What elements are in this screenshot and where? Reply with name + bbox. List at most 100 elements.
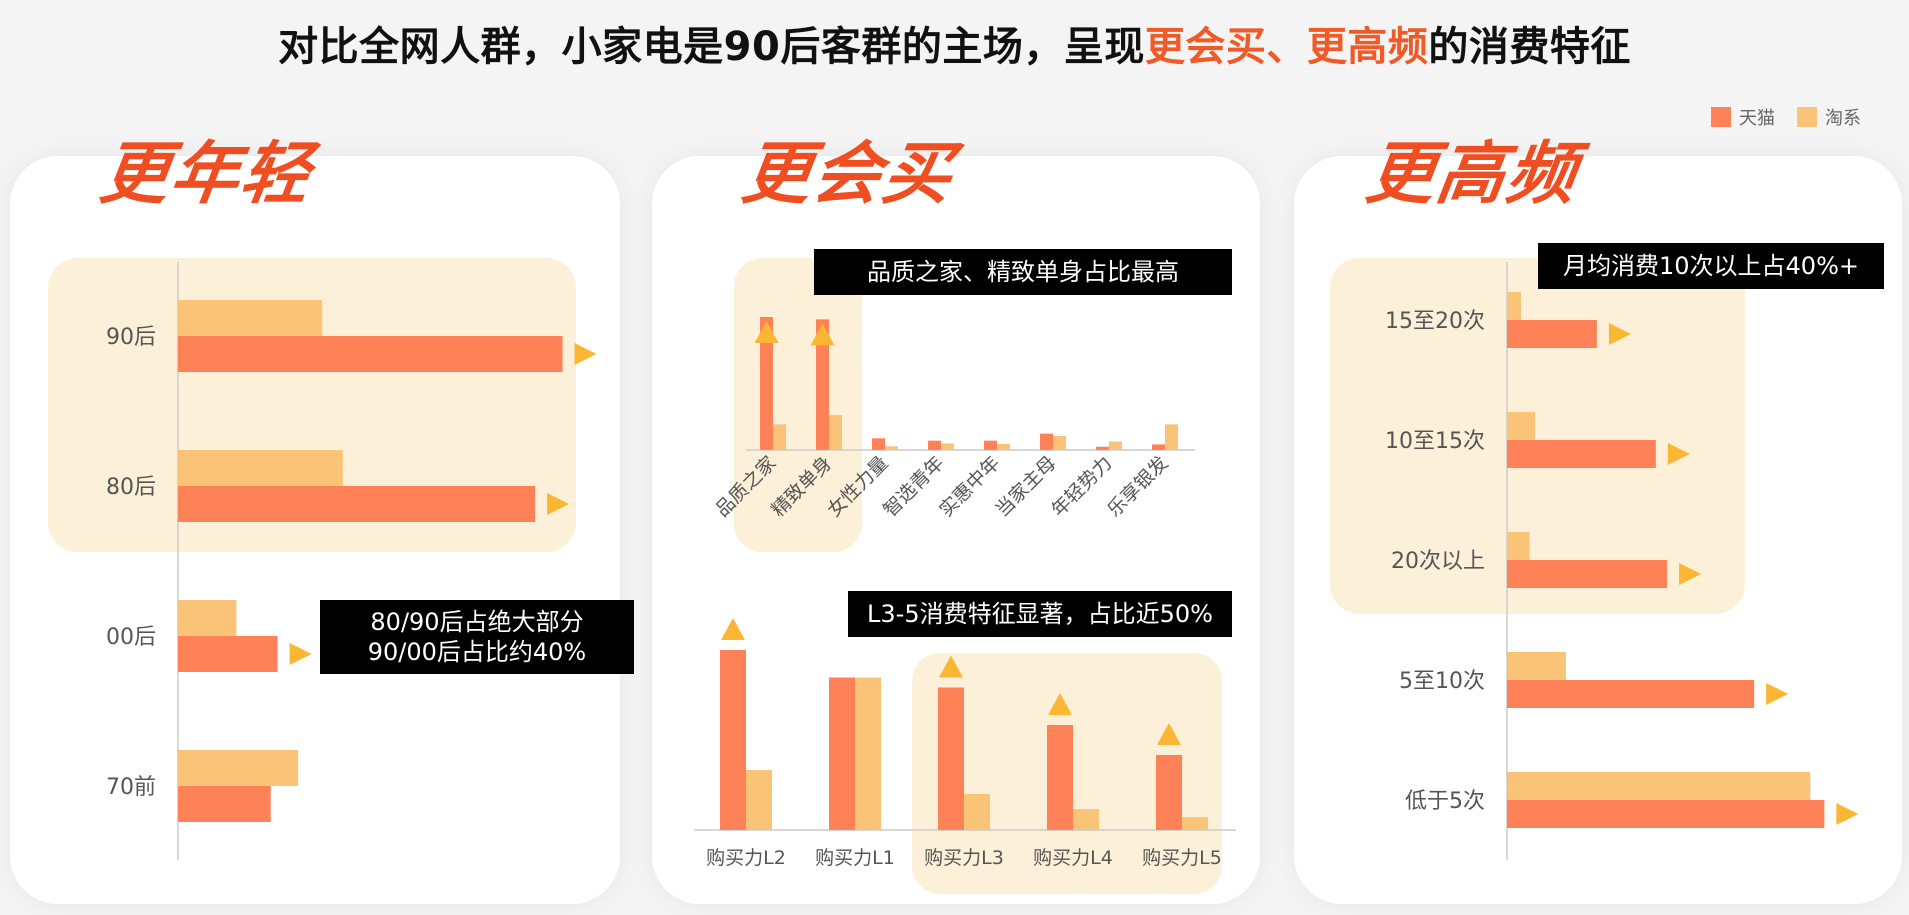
age-chart-bar-taoxi-item-2 — [178, 600, 237, 636]
frequency-chart-highlight-region — [1330, 258, 1745, 614]
age-chart-bar-tmall-item-1 — [178, 486, 536, 522]
power-chart-tick-label-item-4: 购买力L5 — [1142, 847, 1222, 869]
power-chart-bar-taoxi-item-2 — [964, 794, 990, 830]
segment-chart-bar-taoxi-item-5 — [1053, 436, 1066, 450]
callout-buy-more-top-text: 品质之家、精致单身占比最高 — [867, 258, 1179, 286]
segment-chart-bar-tmall-item-0 — [760, 317, 773, 450]
age-chart-bar-tmall-item-0 — [178, 336, 563, 372]
power-chart-bar-tmall-item-1 — [829, 677, 855, 830]
legend-item-taoxi: 淘系 — [1797, 104, 1861, 130]
frequency-chart-tick-label-item-2: 20次以上 — [1391, 549, 1485, 574]
segment-chart-bar-taoxi-item-7 — [1165, 424, 1178, 450]
power-chart-marker-arrow-item-4 — [1157, 723, 1181, 745]
power-chart-marker-arrow-item-0 — [721, 618, 745, 640]
age-chart-marker-arrow-item-2 — [289, 643, 312, 665]
frequency-chart-tick-label-item-1: 10至15次 — [1385, 429, 1485, 454]
callout-younger-line-2: 90/00后占比约40% — [367, 638, 587, 666]
age-chart-tick-label-item-0: 90后 — [106, 325, 156, 350]
segment-chart-bar-tmall-item-5 — [1040, 433, 1053, 450]
segment-chart-marker-arrow-item-0 — [754, 321, 779, 343]
title-part1: 对比全网人群，小家电是90后客群的主场，呈现 — [278, 24, 1145, 70]
age-chart-marker-arrow-item-0 — [574, 343, 597, 365]
age-chart-tick-label-item-3: 70前 — [106, 775, 156, 800]
segment-chart-bar-taoxi-item-1 — [829, 415, 842, 450]
frequency-chart-bar-taoxi-item-0 — [1507, 292, 1522, 320]
frequency-chart-marker-arrow-item-3 — [1766, 683, 1789, 705]
title-separator: 、 — [1266, 24, 1307, 70]
segment-chart-bar-tmall-item-2 — [872, 438, 885, 450]
frequency-chart-marker-arrow-item-2 — [1679, 563, 1702, 585]
power-chart-bar-tmall-item-0 — [720, 650, 746, 830]
age-chart-bar-taoxi-item-1 — [178, 450, 343, 486]
frequency-chart-tick-label-item-0: 15至20次 — [1385, 309, 1485, 334]
power-chart-bar-tmall-item-4 — [1156, 755, 1182, 830]
page-title: 对比全网人群，小家电是90后客群的主场，呈现更会买、更高频的消费特征 — [0, 14, 1909, 72]
legend-swatch-taoxi — [1797, 107, 1817, 127]
age-chart-bar-tmall-item-2 — [178, 636, 278, 672]
segment-chart-bar-tmall-item-7 — [1152, 444, 1165, 450]
legend-item-tmall: 天猫 — [1711, 104, 1775, 130]
frequency-chart-bar-taoxi-item-2 — [1507, 532, 1530, 560]
frequency-chart-marker-arrow-item-1 — [1667, 443, 1690, 465]
age-chart-bar-taoxi-item-0 — [178, 300, 323, 336]
segment-chart-bar-tmall-item-4 — [984, 440, 997, 450]
callout-frequent: 月均消费10次以上占40%+ — [1538, 243, 1884, 289]
frequency-chart-bar-taoxi-item-3 — [1507, 652, 1566, 680]
power-chart-bar-taoxi-item-4 — [1182, 817, 1208, 830]
power-chart-bar-tmall-item-3 — [1047, 725, 1073, 830]
segment-chart-tick-label-item-4: 实惠中年 — [935, 452, 1004, 521]
segment-chart-tick-label-item-5: 当家主母 — [991, 452, 1060, 521]
frequency-chart-bar-tmall-item-2 — [1507, 560, 1668, 588]
segment-chart-tick-label-item-3: 智选青年 — [879, 452, 948, 521]
frequency-chart-bar-tmall-item-1 — [1507, 440, 1656, 468]
power-chart-tick-label-item-2: 购买力L3 — [924, 847, 1004, 869]
callout-buy-more-bottom-text: L3-5消费特征显著，占比近50% — [867, 600, 1213, 628]
power-chart-bar-taoxi-item-3 — [1073, 809, 1099, 830]
callout-buy-more-top: 品质之家、精致单身占比最高 — [814, 249, 1232, 295]
segment-chart-bar-tmall-item-1 — [816, 319, 829, 450]
segment-chart-bar-tmall-item-6 — [1096, 446, 1109, 450]
title-part2: 的消费特征 — [1428, 24, 1631, 70]
segment-chart-tick-label-item-7: 乐享银发 — [1103, 452, 1172, 521]
frequency-chart-marker-arrow-item-0 — [1608, 323, 1631, 345]
power-chart-bar-tmall-item-2 — [938, 687, 964, 830]
power-chart-tick-label-item-3: 购买力L4 — [1033, 847, 1113, 869]
frequency-chart-tick-label-item-3: 5至10次 — [1399, 669, 1485, 694]
power-chart-marker-arrow-item-2 — [939, 655, 963, 678]
frequency-chart-bar-tmall-item-3 — [1507, 680, 1755, 708]
power-chart-tick-label-item-1: 购买力L1 — [815, 847, 895, 869]
segment-chart-bar-taoxi-item-2 — [885, 446, 898, 450]
segment-chart-bar-taoxi-item-0 — [773, 424, 786, 450]
frequency-chart-bar-tmall-item-4 — [1507, 800, 1825, 828]
age-chart-marker-arrow-item-1 — [547, 493, 570, 515]
chart-legend: 天猫 淘系 — [1711, 104, 1861, 130]
age-chart-tick-label-item-2: 00后 — [106, 625, 156, 650]
legend-label-tmall: 天猫 — [1739, 108, 1775, 129]
power-chart-bar-taoxi-item-0 — [746, 770, 772, 830]
segment-chart-bar-taoxi-item-4 — [997, 443, 1010, 450]
power-chart-tick-label-item-0: 购买力L2 — [706, 847, 786, 869]
legend-label-taoxi: 淘系 — [1825, 108, 1861, 129]
callout-buy-more-bottom: L3-5消费特征显著，占比近50% — [848, 591, 1232, 637]
callout-younger-line-1: 80/90后占绝大部分 — [370, 608, 584, 636]
callout-frequent-text: 月均消费10次以上占40%+ — [1563, 252, 1859, 280]
power-chart-marker-arrow-item-3 — [1048, 693, 1072, 715]
legend-swatch-tmall — [1711, 107, 1731, 127]
age-chart-bar-tmall-item-3 — [178, 786, 271, 822]
title-highlight-2: 更高频 — [1306, 24, 1429, 70]
segment-chart-bar-taoxi-item-6 — [1109, 441, 1122, 450]
frequency-chart-tick-label-item-4: 低于5次 — [1405, 789, 1485, 814]
segment-chart-tick-label-item-6: 年轻势力 — [1047, 452, 1116, 521]
segment-chart-marker-arrow-item-1 — [810, 323, 835, 346]
frequency-chart-bar-tmall-item-0 — [1507, 320, 1597, 348]
age-chart-tick-label-item-1: 80后 — [106, 475, 156, 500]
segment-chart-bar-taoxi-item-3 — [941, 443, 954, 450]
title-highlight-1: 更会买 — [1144, 24, 1267, 70]
age-chart-bar-taoxi-item-3 — [178, 750, 299, 786]
callout-younger: 80/90后占绝大部分 90/00后占比约40% — [320, 600, 634, 674]
power-chart-bar-taoxi-item-1 — [855, 677, 881, 830]
frequency-chart-marker-arrow-item-4 — [1836, 803, 1859, 825]
frequency-chart-bar-taoxi-item-1 — [1507, 412, 1536, 440]
segment-chart-bar-tmall-item-3 — [928, 440, 941, 450]
